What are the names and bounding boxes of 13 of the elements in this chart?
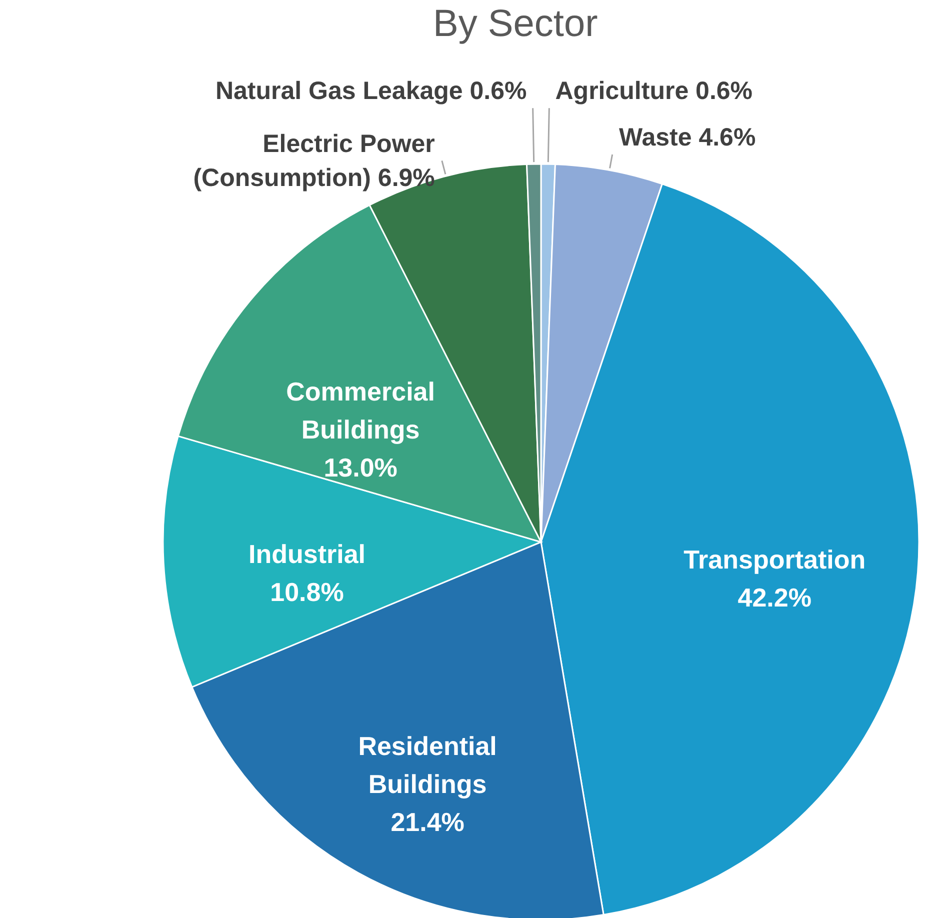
- chart-title: By Sector: [433, 3, 598, 45]
- slice-label: Natural Gas Leakage 0.6%: [215, 77, 527, 106]
- data-label: 10.8%: [270, 576, 344, 607]
- slice-label: Electric Power (Consumption) 6.9%: [193, 130, 436, 192]
- slice-label: Commercial Buildings: [286, 376, 435, 444]
- slice-label: Agriculture 0.6%: [555, 77, 753, 106]
- data-label: 13.0%: [324, 452, 398, 482]
- slice-label: Residential Buildings: [358, 731, 497, 800]
- slice-label: Transportation: [684, 544, 866, 575]
- data-label: 42.2%: [738, 582, 812, 613]
- slice-label: Industrial: [248, 538, 366, 569]
- data-label: 21.4%: [390, 807, 464, 838]
- slice-label: Waste 4.6%: [619, 124, 756, 152]
